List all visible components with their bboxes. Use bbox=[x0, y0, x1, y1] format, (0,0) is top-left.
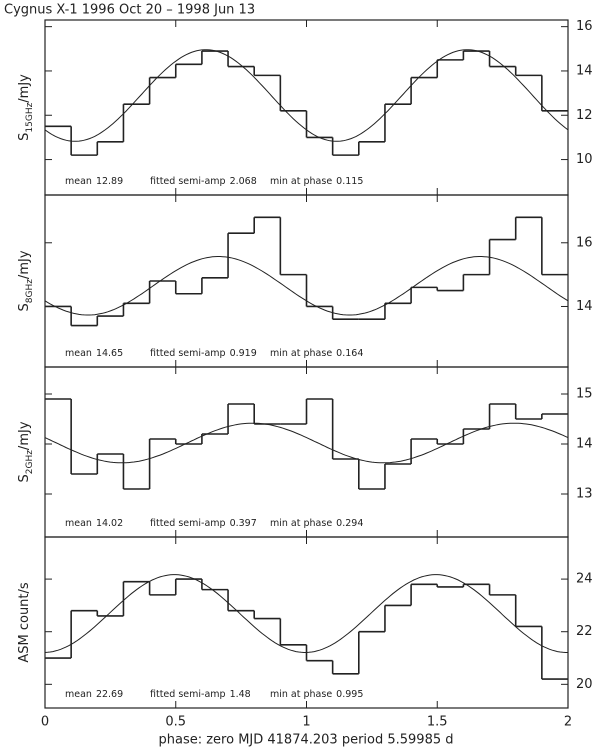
annotation-value: 22.69 bbox=[96, 689, 123, 700]
x-tick-label: 1.5 bbox=[427, 715, 448, 730]
y-label-part: S bbox=[17, 133, 32, 141]
fit-annotation: min at phase 0.115 bbox=[270, 176, 363, 187]
y-tick-label: 12 bbox=[576, 108, 593, 123]
annotation-value: 0.397 bbox=[230, 518, 257, 529]
annotation-label: min at phase bbox=[270, 348, 332, 359]
x-tick-label: 1 bbox=[302, 715, 310, 730]
y-label-part: S bbox=[17, 303, 32, 311]
annotation-value: 0.919 bbox=[230, 348, 257, 359]
y-tick-label: 16 bbox=[576, 19, 593, 34]
annotation-label: fitted semi-amp bbox=[150, 348, 226, 359]
y-tick-label: 14 bbox=[576, 437, 593, 452]
fit-annotation: mean 14.02 bbox=[65, 518, 123, 529]
fit-annotation: min at phase 0.164 bbox=[270, 348, 363, 359]
fit-annotation: fitted semi-amp 0.397 bbox=[150, 518, 257, 529]
fit-curve bbox=[44, 422, 569, 464]
annotation-label: mean bbox=[65, 348, 92, 359]
annotation-label: min at phase bbox=[270, 689, 332, 700]
y-label-part: 8GHz bbox=[25, 279, 35, 303]
fit-curve bbox=[44, 256, 569, 316]
annotation-value: 0.115 bbox=[336, 176, 363, 187]
annotation-value: 0.995 bbox=[336, 689, 363, 700]
fit-curve bbox=[44, 574, 568, 653]
y-axis-label: ASM count/s bbox=[17, 582, 32, 663]
annotation-label: min at phase bbox=[270, 176, 332, 187]
y-axis-label: S8GHz/mJy bbox=[17, 250, 35, 311]
fit-curve bbox=[44, 49, 569, 142]
panel-frame bbox=[44, 366, 569, 538]
figure-title: Cygnus X-1 1996 Oct 20 – 1998 Jun 13 bbox=[4, 3, 255, 18]
y-tick-label: 20 bbox=[576, 677, 593, 692]
annotation-label: min at phase bbox=[270, 518, 332, 529]
y-label-part: /mJy bbox=[17, 74, 32, 103]
y-tick-label: 15 bbox=[576, 387, 593, 402]
annotation-value: 0.164 bbox=[336, 348, 363, 359]
y-label-part: S bbox=[17, 474, 32, 482]
y-tick-label: 14 bbox=[576, 63, 593, 78]
x-axis-label: phase: zero MJD 41874.203 period 5.59985… bbox=[158, 733, 453, 748]
x-tick-label: 2 bbox=[564, 715, 572, 730]
y-label-part: 15GHz bbox=[25, 102, 35, 132]
y-tick-label: 24 bbox=[576, 572, 593, 587]
annotation-value: 0.294 bbox=[336, 518, 363, 529]
annotation-label: mean bbox=[65, 518, 92, 529]
y-tick-label: 14 bbox=[576, 299, 593, 314]
annotation-value: 2.068 bbox=[230, 176, 257, 187]
annotation-label: mean bbox=[65, 689, 92, 700]
y-axis-label: S15GHz/mJy bbox=[17, 74, 35, 141]
fit-annotation: mean 12.89 bbox=[65, 176, 123, 187]
annotation-label: fitted semi-amp bbox=[150, 689, 226, 700]
y-label-part: /mJy bbox=[17, 421, 32, 450]
fit-annotation: min at phase 0.995 bbox=[270, 689, 363, 700]
annotation-label: mean bbox=[65, 176, 92, 187]
x-tick-label: 0.5 bbox=[165, 715, 186, 730]
y-label-part: /mJy bbox=[17, 250, 32, 279]
annotation-label: fitted semi-amp bbox=[150, 518, 226, 529]
annotation-value: 1.48 bbox=[230, 689, 251, 700]
x-tick-label: 0 bbox=[41, 715, 49, 730]
annotation-label: fitted semi-amp bbox=[150, 176, 226, 187]
y-tick-label: 16 bbox=[576, 235, 593, 250]
annotation-value: 14.65 bbox=[96, 348, 123, 359]
annotation-value: 12.89 bbox=[96, 176, 123, 187]
fit-annotation: mean 14.65 bbox=[65, 348, 123, 359]
fit-annotation: min at phase 0.294 bbox=[270, 518, 363, 529]
annotation-value: 14.02 bbox=[96, 518, 123, 529]
fit-annotation: fitted semi-amp 0.919 bbox=[150, 348, 257, 359]
y-tick-label: 22 bbox=[576, 624, 593, 639]
panel-frame bbox=[44, 536, 569, 709]
y-tick-label: 13 bbox=[576, 487, 593, 502]
y-axis-label: S2GHz/mJy bbox=[17, 421, 35, 482]
y-tick-label: 10 bbox=[576, 152, 593, 167]
y-label-part: ASM count/s bbox=[17, 582, 32, 663]
fit-annotation: fitted semi-amp 1.48 bbox=[150, 689, 251, 700]
fit-annotation: mean 22.69 bbox=[65, 689, 123, 700]
fit-annotation: fitted semi-amp 2.068 bbox=[150, 176, 257, 187]
y-label-part: 2GHz bbox=[25, 450, 35, 474]
